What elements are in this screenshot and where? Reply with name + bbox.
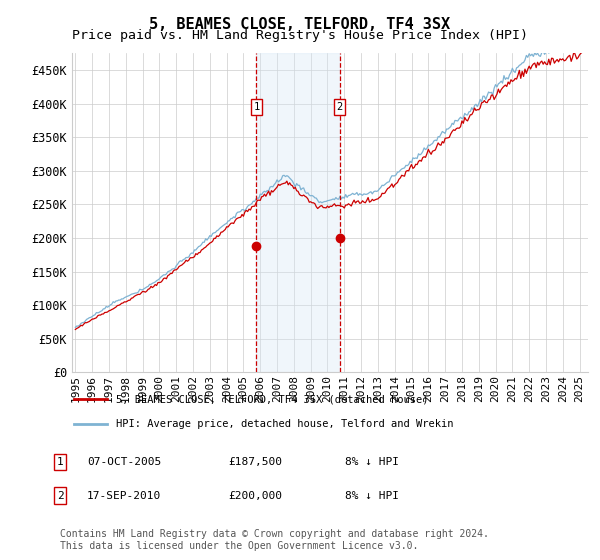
Text: 2: 2 — [337, 102, 343, 112]
Text: 1: 1 — [56, 457, 64, 467]
Text: 8% ↓ HPI: 8% ↓ HPI — [345, 491, 399, 501]
Text: 8% ↓ HPI: 8% ↓ HPI — [345, 457, 399, 467]
Text: 2: 2 — [56, 491, 64, 501]
Text: 1: 1 — [253, 102, 260, 112]
Text: 07-OCT-2005: 07-OCT-2005 — [87, 457, 161, 467]
Text: 17-SEP-2010: 17-SEP-2010 — [87, 491, 161, 501]
Text: 5, BEAMES CLOSE, TELFORD, TF4 3SX: 5, BEAMES CLOSE, TELFORD, TF4 3SX — [149, 17, 451, 32]
Text: Contains HM Land Registry data © Crown copyright and database right 2024.
This d: Contains HM Land Registry data © Crown c… — [60, 529, 489, 551]
Bar — [256, 53, 340, 372]
Text: 5, BEAMES CLOSE, TELFORD, TF4 3SX (detached house): 5, BEAMES CLOSE, TELFORD, TF4 3SX (detac… — [116, 394, 428, 404]
Text: £187,500: £187,500 — [228, 457, 282, 467]
Text: Price paid vs. HM Land Registry's House Price Index (HPI): Price paid vs. HM Land Registry's House … — [72, 29, 528, 42]
Text: £200,000: £200,000 — [228, 491, 282, 501]
Text: HPI: Average price, detached house, Telford and Wrekin: HPI: Average price, detached house, Telf… — [116, 419, 454, 429]
